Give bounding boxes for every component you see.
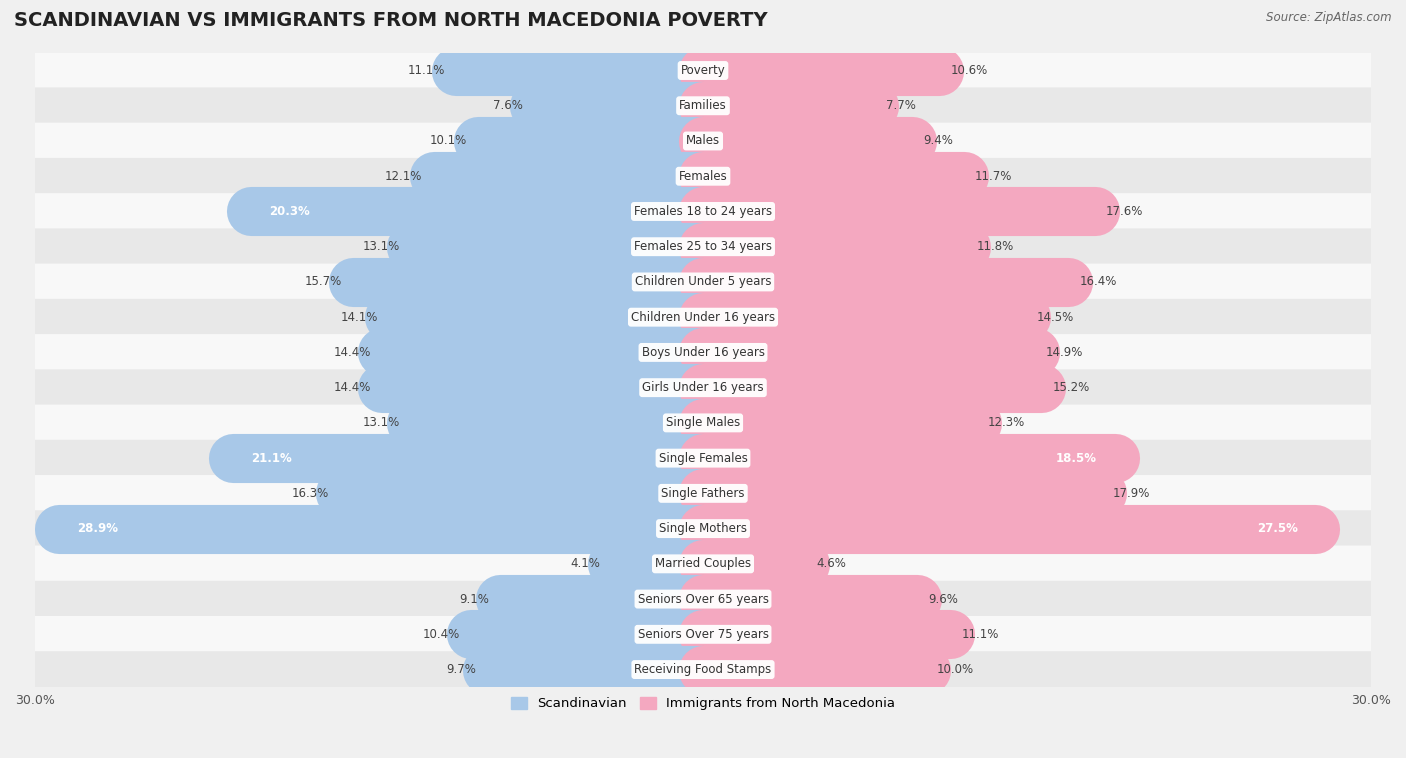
Text: 9.4%: 9.4% [924,134,953,148]
Text: 15.2%: 15.2% [1053,381,1090,394]
Text: Girls Under 16 years: Girls Under 16 years [643,381,763,394]
FancyBboxPatch shape [35,440,1371,477]
Text: Source: ZipAtlas.com: Source: ZipAtlas.com [1267,11,1392,24]
Text: 10.6%: 10.6% [950,64,987,77]
Text: Single Mothers: Single Mothers [659,522,747,535]
Text: 21.1%: 21.1% [250,452,291,465]
FancyBboxPatch shape [35,158,1371,195]
Text: Single Fathers: Single Fathers [661,487,745,500]
Text: 12.1%: 12.1% [385,170,422,183]
Text: 10.0%: 10.0% [936,663,974,676]
Text: 16.4%: 16.4% [1080,275,1116,289]
Text: 20.3%: 20.3% [269,205,309,218]
Text: 27.5%: 27.5% [1257,522,1298,535]
Text: 18.5%: 18.5% [1056,452,1097,465]
Text: 11.7%: 11.7% [974,170,1012,183]
FancyBboxPatch shape [35,475,1371,512]
Text: 14.9%: 14.9% [1046,346,1083,359]
Text: 16.3%: 16.3% [291,487,329,500]
FancyBboxPatch shape [35,369,1371,406]
Text: 14.4%: 14.4% [333,346,371,359]
FancyBboxPatch shape [35,405,1371,441]
FancyBboxPatch shape [35,228,1371,265]
FancyBboxPatch shape [35,651,1371,688]
Text: 15.7%: 15.7% [305,275,342,289]
Text: 9.6%: 9.6% [928,593,957,606]
Text: 11.1%: 11.1% [962,628,998,641]
Text: 17.9%: 17.9% [1112,487,1150,500]
Text: Seniors Over 75 years: Seniors Over 75 years [637,628,769,641]
Text: 28.9%: 28.9% [77,522,118,535]
Text: Children Under 5 years: Children Under 5 years [634,275,772,289]
Text: Females 25 to 34 years: Females 25 to 34 years [634,240,772,253]
Text: 7.6%: 7.6% [492,99,523,112]
Text: SCANDINAVIAN VS IMMIGRANTS FROM NORTH MACEDONIA POVERTY: SCANDINAVIAN VS IMMIGRANTS FROM NORTH MA… [14,11,768,30]
Text: 13.1%: 13.1% [363,240,401,253]
Text: Males: Males [686,134,720,148]
Text: 9.1%: 9.1% [460,593,489,606]
Text: Females 18 to 24 years: Females 18 to 24 years [634,205,772,218]
Text: Receiving Food Stamps: Receiving Food Stamps [634,663,772,676]
Text: 11.1%: 11.1% [408,64,444,77]
Text: 14.4%: 14.4% [333,381,371,394]
FancyBboxPatch shape [35,546,1371,582]
Text: 10.1%: 10.1% [430,134,467,148]
Text: 14.5%: 14.5% [1038,311,1074,324]
Text: Married Couples: Married Couples [655,557,751,570]
Text: 9.7%: 9.7% [446,663,475,676]
Text: 12.3%: 12.3% [988,416,1025,429]
FancyBboxPatch shape [35,510,1371,547]
Text: Single Males: Single Males [666,416,740,429]
Legend: Scandinavian, Immigrants from North Macedonia: Scandinavian, Immigrants from North Mace… [506,691,900,716]
FancyBboxPatch shape [35,581,1371,618]
FancyBboxPatch shape [35,616,1371,653]
Text: Females: Females [679,170,727,183]
Text: 17.6%: 17.6% [1107,205,1143,218]
FancyBboxPatch shape [35,52,1371,89]
FancyBboxPatch shape [35,299,1371,336]
FancyBboxPatch shape [35,334,1371,371]
Text: Poverty: Poverty [681,64,725,77]
Text: 14.1%: 14.1% [340,311,378,324]
Text: Seniors Over 65 years: Seniors Over 65 years [637,593,769,606]
Text: 7.7%: 7.7% [886,99,915,112]
Text: Families: Families [679,99,727,112]
FancyBboxPatch shape [35,193,1371,230]
FancyBboxPatch shape [35,87,1371,124]
FancyBboxPatch shape [35,123,1371,159]
Text: 13.1%: 13.1% [363,416,401,429]
Text: 4.6%: 4.6% [817,557,846,570]
Text: 10.4%: 10.4% [423,628,460,641]
Text: Single Females: Single Females [658,452,748,465]
Text: Boys Under 16 years: Boys Under 16 years [641,346,765,359]
FancyBboxPatch shape [35,264,1371,300]
Text: 4.1%: 4.1% [571,557,600,570]
Text: 11.8%: 11.8% [977,240,1014,253]
Text: Children Under 16 years: Children Under 16 years [631,311,775,324]
